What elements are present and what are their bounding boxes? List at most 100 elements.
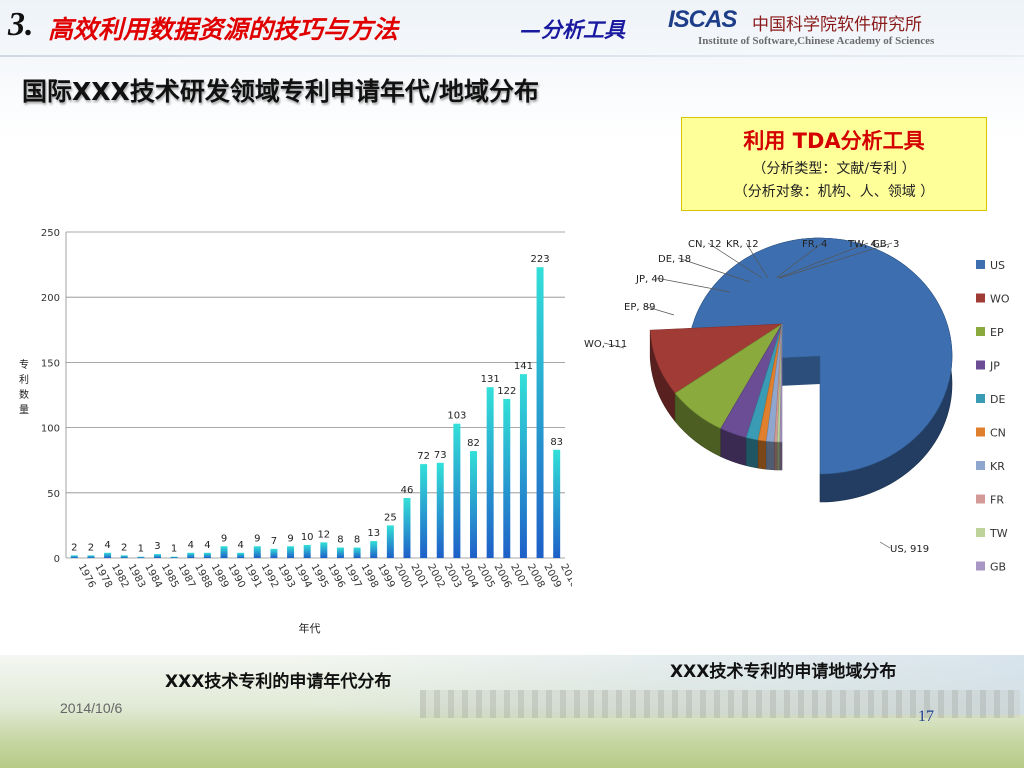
bar: [187, 552, 195, 558]
bar: [153, 554, 161, 558]
bar: [203, 552, 211, 558]
bar: [104, 552, 112, 558]
legend-swatch: [976, 394, 985, 403]
year-bar-chart-panel: 0 50 100 150 200 250 2 1976 2 1978 4 1982 2 1983 1 1984…: [10, 220, 580, 640]
legend-swatch: [976, 461, 985, 470]
bar: [470, 451, 478, 558]
legend-label: DE: [990, 393, 1005, 406]
bar-value-label: 73: [434, 450, 447, 461]
legend-label: JP: [989, 360, 1000, 373]
slice-leader-line: [603, 342, 625, 349]
x-axis-label: 年代: [299, 621, 321, 635]
slice-leader-line: [779, 242, 893, 279]
slice-label: US, 919: [890, 544, 929, 555]
bar-value-label: 3: [154, 541, 160, 552]
bar-value-label: 72: [417, 451, 430, 462]
bar-value-label: 223: [531, 254, 550, 265]
bar-value-label: 7: [271, 536, 277, 547]
bar-value-label: 2: [71, 542, 77, 553]
bar: [386, 525, 394, 558]
y-tick-label: 250: [41, 228, 60, 239]
footer-sky-decoration: [300, 655, 1024, 715]
section-subtitle: —分析工具: [520, 17, 625, 42]
year-bar-chart: 0501001502002502197621978419822198311984…: [19, 228, 580, 635]
legend-swatch: [976, 293, 985, 303]
legend-label: FR: [990, 494, 1004, 507]
tda-tool-callout: 利用 TDA分析工具 （分析类型：文献/专利 ） （分析对象：机构、人、领域 ）: [681, 117, 987, 211]
bar: [370, 541, 378, 558]
slice-leader-line: [775, 242, 823, 279]
legend-swatch: [976, 260, 985, 269]
legend-label: KR: [990, 460, 1005, 473]
pie-slice-side: [745, 437, 759, 469]
pie-slice-side: [774, 441, 778, 471]
bar: [170, 556, 178, 558]
section-number: 3.: [8, 6, 34, 43]
bar: [403, 498, 411, 558]
bar: [237, 552, 245, 558]
bar-value-label: 122: [497, 386, 516, 397]
slice-label: EP, 89: [624, 302, 655, 313]
slice-label: KR, 12: [726, 239, 759, 250]
pie-slice-top: [779, 323, 783, 443]
bar-value-label: 9: [287, 533, 293, 544]
bar: [536, 267, 544, 558]
bar-value-label: 8: [337, 535, 343, 546]
bar: [519, 374, 527, 558]
legend-swatch: [976, 327, 985, 336]
bar-value-label: 9: [221, 533, 227, 544]
y-axis-label: 专利数量: [19, 358, 29, 416]
bar-value-label: 103: [447, 411, 466, 422]
y-tick-label: 200: [41, 293, 60, 304]
bar: [320, 542, 328, 558]
bar: [303, 544, 311, 558]
org-name-en: Institute of Software,Chinese Academy of…: [698, 35, 935, 47]
slice-leader-line: [677, 257, 751, 283]
bar: [503, 398, 511, 558]
header-divider: [0, 55, 1024, 57]
bar-value-label: 12: [317, 529, 330, 540]
bar: [87, 555, 95, 558]
bar-chart-caption: XXX技术专利的申请年代分布: [165, 672, 392, 692]
section-title: 高效利用数据资源的技巧与方法: [48, 15, 399, 44]
bar-value-label: 2: [121, 542, 127, 553]
region-pie-chart: US, 919 WO, 111 EP, 89 JP, 40 DE, 18 CN, 12 KR…: [584, 237, 1010, 574]
bar-value-label: 1: [171, 544, 177, 555]
bar-value-label: 46: [401, 485, 414, 496]
bar-value-label: 4: [188, 540, 194, 551]
bar-value-label: 25: [384, 512, 397, 523]
legend-swatch: [976, 494, 985, 504]
slice-label: GB, 3: [872, 239, 899, 250]
slide-date: 2014/10/6: [60, 700, 123, 716]
y-tick-label: 100: [41, 424, 60, 435]
bar-value-label: 4: [204, 540, 210, 551]
bar: [287, 546, 295, 558]
pie-slice-side: [757, 439, 767, 470]
bar-value-label: 9: [254, 533, 260, 544]
pie-slice-gb: [779, 323, 783, 471]
page-number: 17: [918, 708, 934, 725]
slice-leader-line: [707, 242, 763, 279]
pie-slice-side: [779, 441, 783, 471]
bar-value-label: 82: [467, 438, 480, 449]
bar: [336, 547, 344, 558]
legend-label: US: [990, 259, 1005, 272]
tool-box-title: 利用 TDA分析工具: [743, 129, 925, 153]
header-background: [0, 0, 1024, 140]
tool-box-analysis-type: （分析类型：文献/专利 ）: [752, 161, 916, 177]
slice-label: TW, 4: [847, 239, 877, 250]
pie-slice-side: [776, 441, 781, 471]
legend-label: EP: [990, 326, 1004, 339]
bar: [420, 464, 428, 558]
slice-label: FR, 4: [802, 239, 827, 250]
bar: [270, 548, 278, 558]
pie-chart-caption: XXX技术专利的申请地域分布: [670, 662, 897, 682]
bar-value-label: 13: [367, 528, 380, 539]
legend-swatch: [976, 561, 985, 571]
pie-slice-top: [687, 237, 953, 475]
bar-value-label: 131: [481, 374, 500, 385]
legend-swatch: [976, 528, 985, 537]
org-name-cn: 中国科学院软件研究所: [752, 15, 922, 35]
bar: [137, 556, 145, 558]
bar: [553, 449, 561, 558]
